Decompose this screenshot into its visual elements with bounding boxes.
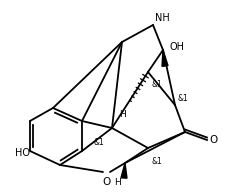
Text: OH: OH [169,42,184,52]
Text: &1: &1 [93,138,104,147]
Text: H: H [114,178,121,187]
Text: H: H [119,110,126,119]
Text: HO: HO [15,148,30,158]
Text: O: O [208,135,216,145]
Text: &1: &1 [151,80,162,89]
Polygon shape [161,50,167,66]
Text: O: O [102,177,111,187]
Text: NH: NH [154,13,169,23]
Text: &1: &1 [151,157,162,166]
Polygon shape [120,163,126,178]
Text: &1: &1 [177,94,188,103]
